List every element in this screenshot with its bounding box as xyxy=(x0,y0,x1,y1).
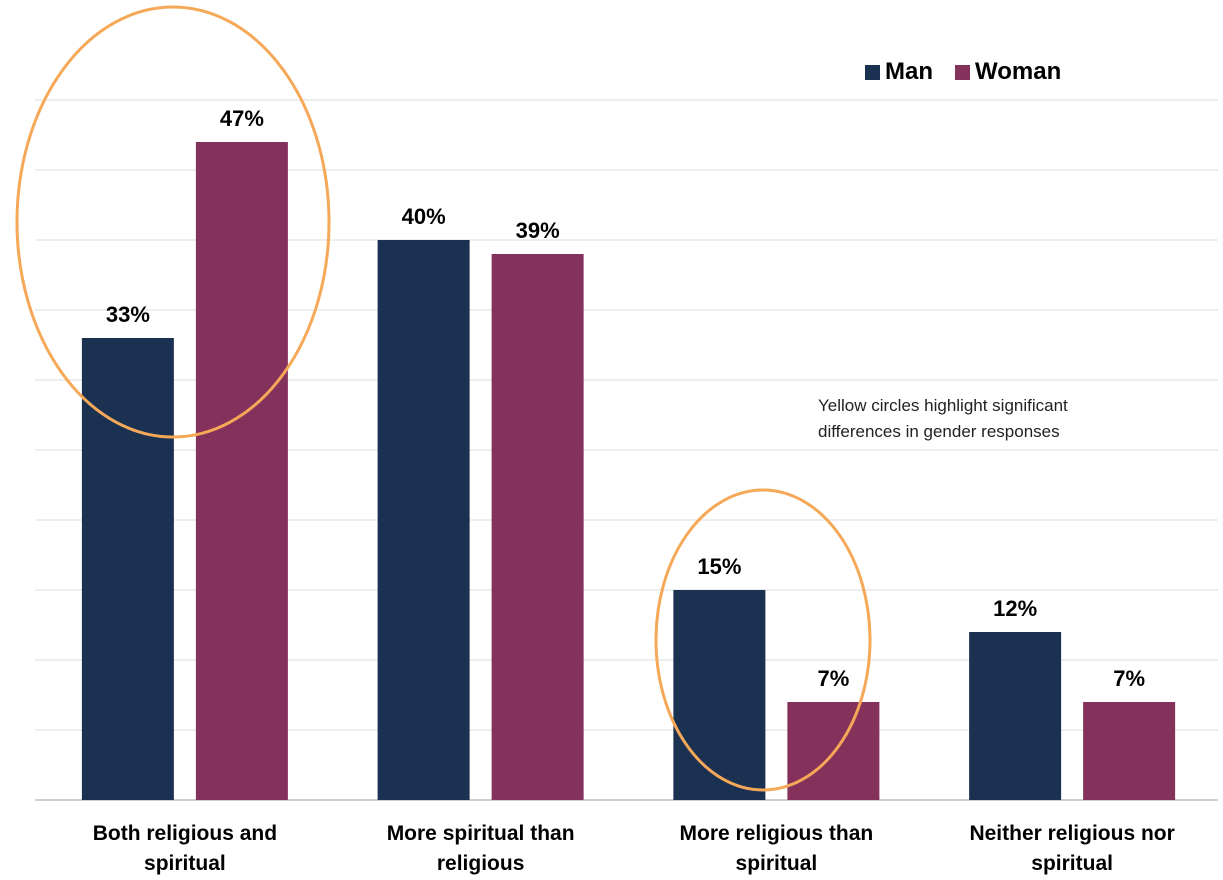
value-label-man-1: 40% xyxy=(402,204,446,229)
annotation-line-2: differences in gender responses xyxy=(818,422,1060,441)
highlight-circle-0 xyxy=(15,5,331,439)
annotation-line-1: Yellow circles highlight significant xyxy=(818,396,1068,415)
highlight-annotation: Yellow circles highlight significant dif… xyxy=(818,393,1178,445)
legend-label-man: Man xyxy=(885,58,933,85)
value-labels: 33% 47% 40% 39% 15% 7% 12% 7% xyxy=(106,106,1145,691)
value-label-man-0: 33% xyxy=(106,302,150,327)
value-label-woman-3: 7% xyxy=(1113,666,1145,691)
legend: Man Woman xyxy=(865,58,1083,86)
legend-swatch-man xyxy=(865,64,880,80)
x-axis-label-2-line-1: spiritual xyxy=(736,852,818,875)
bar-man-1 xyxy=(377,240,470,800)
legend-item-man: Man xyxy=(865,58,933,86)
legend-item-woman: Woman xyxy=(955,58,1061,86)
value-label-woman-1: 39% xyxy=(516,218,560,243)
value-label-woman-0: 47% xyxy=(220,106,264,131)
bar-woman-1 xyxy=(491,254,584,800)
bar-woman-3 xyxy=(1083,702,1176,800)
x-axis-label-0-line-1: spiritual xyxy=(144,852,226,875)
x-axis-label-2-line-0: More religious than xyxy=(680,822,874,845)
x-axis-label-3-line-1: spiritual xyxy=(1031,852,1113,875)
highlight-circles xyxy=(15,5,872,792)
x-axis-label-1-line-0: More spiritual than xyxy=(387,822,575,845)
bars xyxy=(81,142,1176,800)
x-axis-labels: Both religious and spiritual More spiritua… xyxy=(93,822,1175,875)
highlight-circle-2 xyxy=(654,488,872,792)
bar-man-2 xyxy=(673,590,766,800)
x-axis-label-0-line-0: Both religious and xyxy=(93,822,277,845)
value-label-man-2: 15% xyxy=(697,554,741,579)
legend-label-woman: Woman xyxy=(975,58,1062,85)
bar-man-3 xyxy=(969,632,1062,800)
bar-man-0 xyxy=(81,338,174,800)
value-label-man-3: 12% xyxy=(993,596,1037,621)
value-label-woman-2: 7% xyxy=(817,666,849,691)
x-axis-label-1-line-1: religious xyxy=(437,852,525,875)
bar-woman-0 xyxy=(195,142,288,800)
legend-swatch-woman xyxy=(955,64,970,80)
x-axis-label-3-line-0: Neither religious nor xyxy=(969,822,1174,845)
